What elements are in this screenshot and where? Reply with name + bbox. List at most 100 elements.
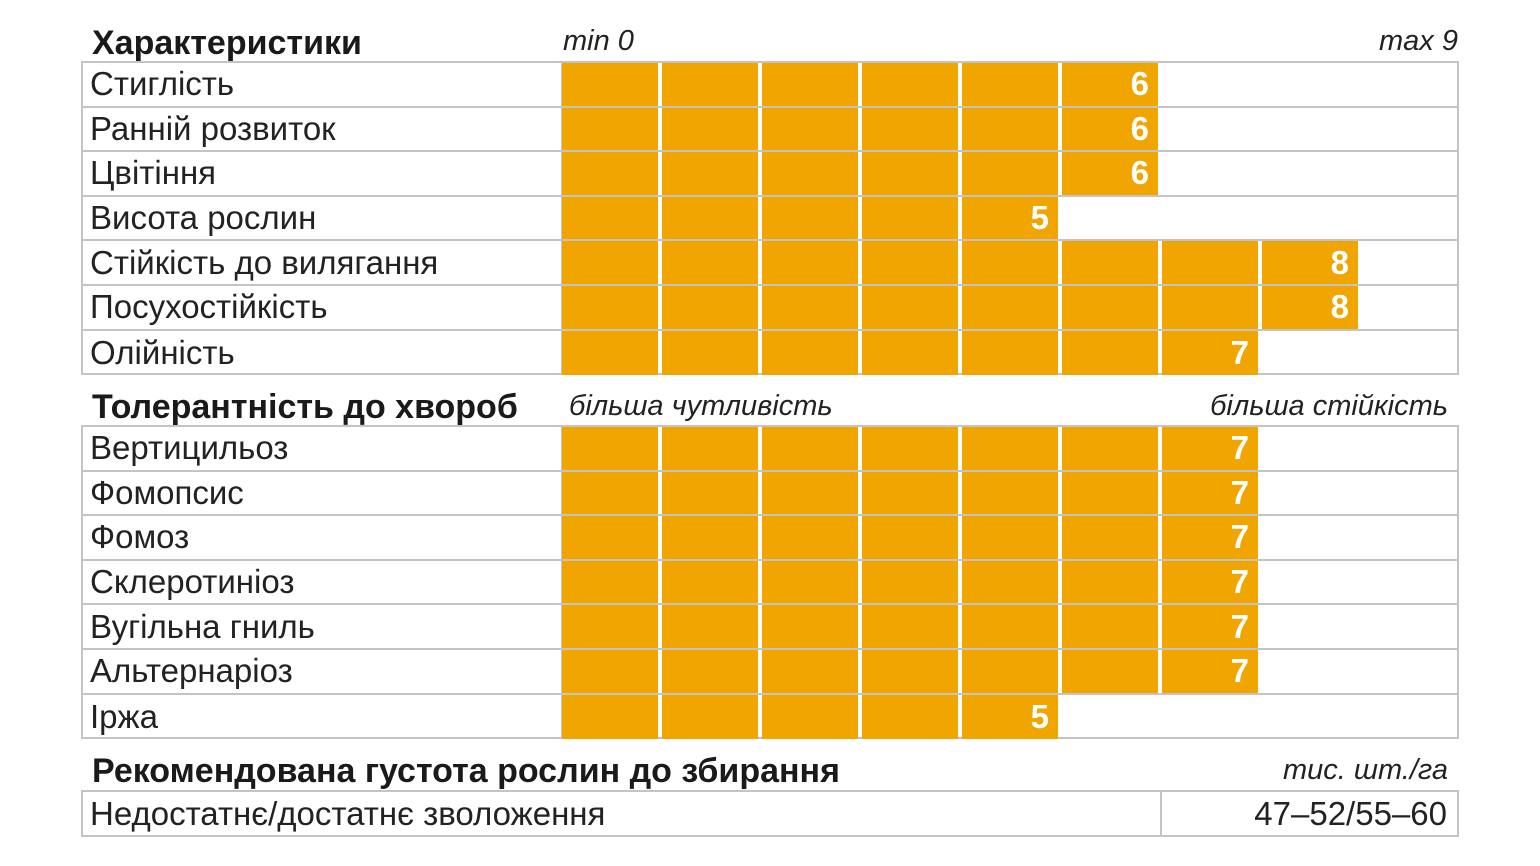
bar-cell bbox=[762, 427, 858, 470]
bar-value-label: 6 bbox=[1130, 109, 1149, 147]
bar-cell bbox=[1062, 649, 1158, 693]
row-label: Олійність bbox=[90, 333, 235, 371]
bar-cell bbox=[762, 471, 858, 515]
bar-cell bbox=[862, 196, 958, 240]
bar-cell bbox=[762, 152, 858, 195]
bar-cell bbox=[962, 471, 1058, 515]
bar-cell: 6 bbox=[1062, 63, 1158, 106]
table-row: Цвітіння 6 bbox=[83, 152, 1457, 197]
density-row-label: Недостатнє/достатнє зволоження bbox=[90, 794, 606, 832]
bar-cell bbox=[862, 63, 958, 106]
bar-cell bbox=[562, 330, 658, 376]
bar-cell bbox=[1162, 241, 1258, 284]
bar-value-label: 8 bbox=[1330, 243, 1349, 281]
bar-cell bbox=[662, 471, 758, 515]
bar-cell bbox=[662, 241, 758, 284]
bar-cell bbox=[862, 427, 958, 470]
row-label: Висота рослин bbox=[90, 199, 317, 237]
bar-cell bbox=[562, 694, 658, 740]
bar-value-label: 7 bbox=[1230, 563, 1249, 601]
bar-cell: 7 bbox=[1162, 427, 1258, 470]
row-label: Фомопсис bbox=[90, 473, 244, 511]
table-row: Вертицильоз 7 bbox=[83, 427, 1457, 472]
characteristics-title: Характеристики bbox=[92, 24, 362, 62]
bar-cell: 7 bbox=[1162, 471, 1258, 515]
bar-value-label: 6 bbox=[1130, 65, 1149, 103]
row-label: Альтернаріоз bbox=[90, 652, 293, 690]
bar-cell bbox=[762, 694, 858, 740]
bar-cell bbox=[1062, 330, 1158, 376]
bar-cell bbox=[662, 560, 758, 604]
bar-cell bbox=[762, 241, 858, 284]
bar-cell bbox=[962, 427, 1058, 470]
bar-cell bbox=[662, 649, 758, 693]
bar-cell bbox=[962, 560, 1058, 604]
bar-cell bbox=[762, 516, 858, 559]
table-row: Фомопсис 7 bbox=[83, 471, 1457, 517]
row-label: Склеротиніоз bbox=[90, 563, 295, 601]
bar-cell: 7 bbox=[1162, 605, 1258, 648]
table-row: Фомоз 7 bbox=[83, 516, 1457, 561]
bar-cell bbox=[562, 427, 658, 470]
bar-value-label: 5 bbox=[1030, 199, 1049, 237]
table-row: Іржа 5 bbox=[83, 694, 1457, 740]
bar-cell bbox=[862, 241, 958, 284]
bar-value-label: 7 bbox=[1230, 652, 1249, 690]
bar-cell bbox=[1062, 285, 1158, 329]
bar-cell bbox=[762, 63, 858, 106]
characteristics-table: Стиглість 6 Ранній розвиток 6 Цвітіння 6 Висот… bbox=[81, 61, 1459, 376]
more-resistant-label: більша стійкість bbox=[1210, 390, 1448, 422]
bar-cell bbox=[862, 107, 958, 151]
row-label: Цвітіння bbox=[90, 154, 217, 192]
density-unit-label: тис. шт./га bbox=[1282, 754, 1448, 786]
bar-cell bbox=[962, 516, 1058, 559]
bar-cell: 5 bbox=[962, 694, 1058, 740]
bar-cell bbox=[762, 285, 858, 329]
density-separator bbox=[1160, 792, 1162, 835]
bar-cell bbox=[862, 605, 958, 648]
bar-cell bbox=[562, 196, 658, 240]
bar-cell bbox=[762, 330, 858, 376]
bar-cell: 6 bbox=[1062, 152, 1158, 195]
bar-cell bbox=[562, 241, 658, 284]
row-label: Вертицильоз bbox=[90, 429, 289, 467]
bar-cell: 7 bbox=[1162, 649, 1258, 693]
bar-cell bbox=[862, 152, 958, 195]
density-table: Недостатнє/достатнє зволоження 47–52/55–… bbox=[81, 790, 1459, 837]
bar-cell bbox=[862, 285, 958, 329]
bar-cell bbox=[1062, 560, 1158, 604]
bar-cell bbox=[862, 649, 958, 693]
bar-cell bbox=[962, 241, 1058, 284]
bar-cell bbox=[762, 605, 858, 648]
bar-cell bbox=[962, 649, 1058, 693]
bar-cell bbox=[862, 694, 958, 740]
bar-cell bbox=[1062, 516, 1158, 559]
bar-cell bbox=[662, 427, 758, 470]
row-label: Фомоз bbox=[90, 518, 190, 556]
table-row: Вугільна гниль 7 bbox=[83, 605, 1457, 650]
table-row: Олійність 7 bbox=[83, 330, 1457, 376]
bar-value-label: 7 bbox=[1230, 429, 1249, 467]
bar-cell bbox=[962, 107, 1058, 151]
bar-cell: 5 bbox=[962, 196, 1058, 240]
bar-cell bbox=[662, 694, 758, 740]
disease-tolerance-table: Вертицильоз 7 Фомопсис 7 Фомоз 7 Склеротиніоз 7… bbox=[81, 425, 1459, 740]
row-label: Ранній розвиток bbox=[90, 109, 336, 147]
bar-cell bbox=[562, 605, 658, 648]
density-row-value: 47–52/55–60 bbox=[1254, 794, 1447, 832]
bar-cell bbox=[862, 516, 958, 559]
bar-cell bbox=[562, 560, 658, 604]
scale-max-label: max 9 bbox=[1379, 25, 1458, 57]
table-row: Альтернаріоз 7 bbox=[83, 649, 1457, 695]
bar-cell bbox=[762, 560, 858, 604]
row-label: Стійкість до вилягання bbox=[90, 243, 439, 281]
bar-cell bbox=[562, 471, 658, 515]
bar-cell bbox=[1162, 285, 1258, 329]
bar-value-label: 7 bbox=[1230, 518, 1249, 556]
bar-cell bbox=[762, 196, 858, 240]
density-title: Рекомендована густота рослин до збирання bbox=[92, 752, 840, 790]
bar-cell bbox=[862, 560, 958, 604]
row-label: Вугільна гниль bbox=[90, 607, 315, 645]
table-row: Ранній розвиток 6 bbox=[83, 107, 1457, 153]
bar-value-label: 6 bbox=[1130, 154, 1149, 192]
